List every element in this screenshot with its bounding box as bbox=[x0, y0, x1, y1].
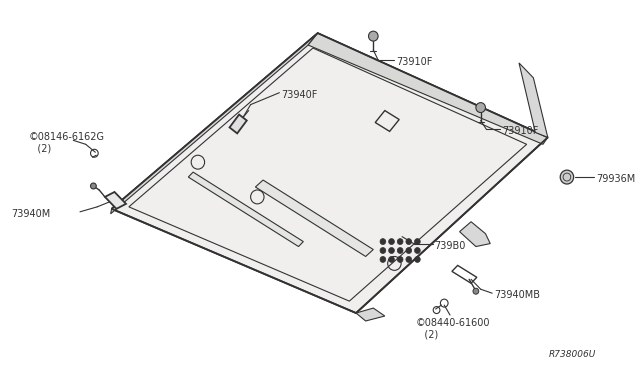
Circle shape bbox=[406, 256, 412, 262]
Polygon shape bbox=[105, 192, 126, 209]
Text: 73940MB: 73940MB bbox=[494, 290, 540, 300]
Circle shape bbox=[476, 103, 486, 113]
Circle shape bbox=[380, 238, 386, 244]
Polygon shape bbox=[255, 180, 373, 256]
Circle shape bbox=[397, 256, 403, 262]
Text: R738006U: R738006U bbox=[548, 350, 596, 359]
Text: 73940M: 73940M bbox=[11, 209, 50, 219]
Text: 73910F: 73910F bbox=[396, 57, 433, 67]
Circle shape bbox=[369, 31, 378, 41]
Polygon shape bbox=[308, 33, 548, 144]
Circle shape bbox=[380, 247, 386, 253]
Circle shape bbox=[406, 238, 412, 244]
Text: ©08146-6162G
   (2): ©08146-6162G (2) bbox=[28, 132, 104, 153]
Text: ©08440-61600
   (2): ©08440-61600 (2) bbox=[415, 318, 490, 340]
Polygon shape bbox=[230, 115, 247, 134]
Polygon shape bbox=[111, 33, 548, 313]
Circle shape bbox=[415, 256, 420, 262]
Circle shape bbox=[473, 288, 479, 294]
Text: 73940F: 73940F bbox=[282, 90, 317, 100]
Polygon shape bbox=[460, 222, 490, 247]
Circle shape bbox=[388, 238, 394, 244]
Circle shape bbox=[415, 247, 420, 253]
Circle shape bbox=[415, 238, 420, 244]
Polygon shape bbox=[111, 33, 317, 214]
Polygon shape bbox=[356, 308, 385, 321]
Text: 739B0: 739B0 bbox=[435, 241, 466, 251]
Polygon shape bbox=[188, 172, 303, 247]
Circle shape bbox=[90, 183, 96, 189]
Circle shape bbox=[397, 247, 403, 253]
Polygon shape bbox=[519, 63, 548, 137]
Circle shape bbox=[388, 247, 394, 253]
Circle shape bbox=[380, 256, 386, 262]
Circle shape bbox=[388, 256, 394, 262]
Text: 73910F: 73910F bbox=[502, 126, 538, 137]
Circle shape bbox=[397, 238, 403, 244]
Circle shape bbox=[560, 170, 573, 184]
Circle shape bbox=[406, 247, 412, 253]
Text: 79936M: 79936M bbox=[596, 174, 635, 184]
